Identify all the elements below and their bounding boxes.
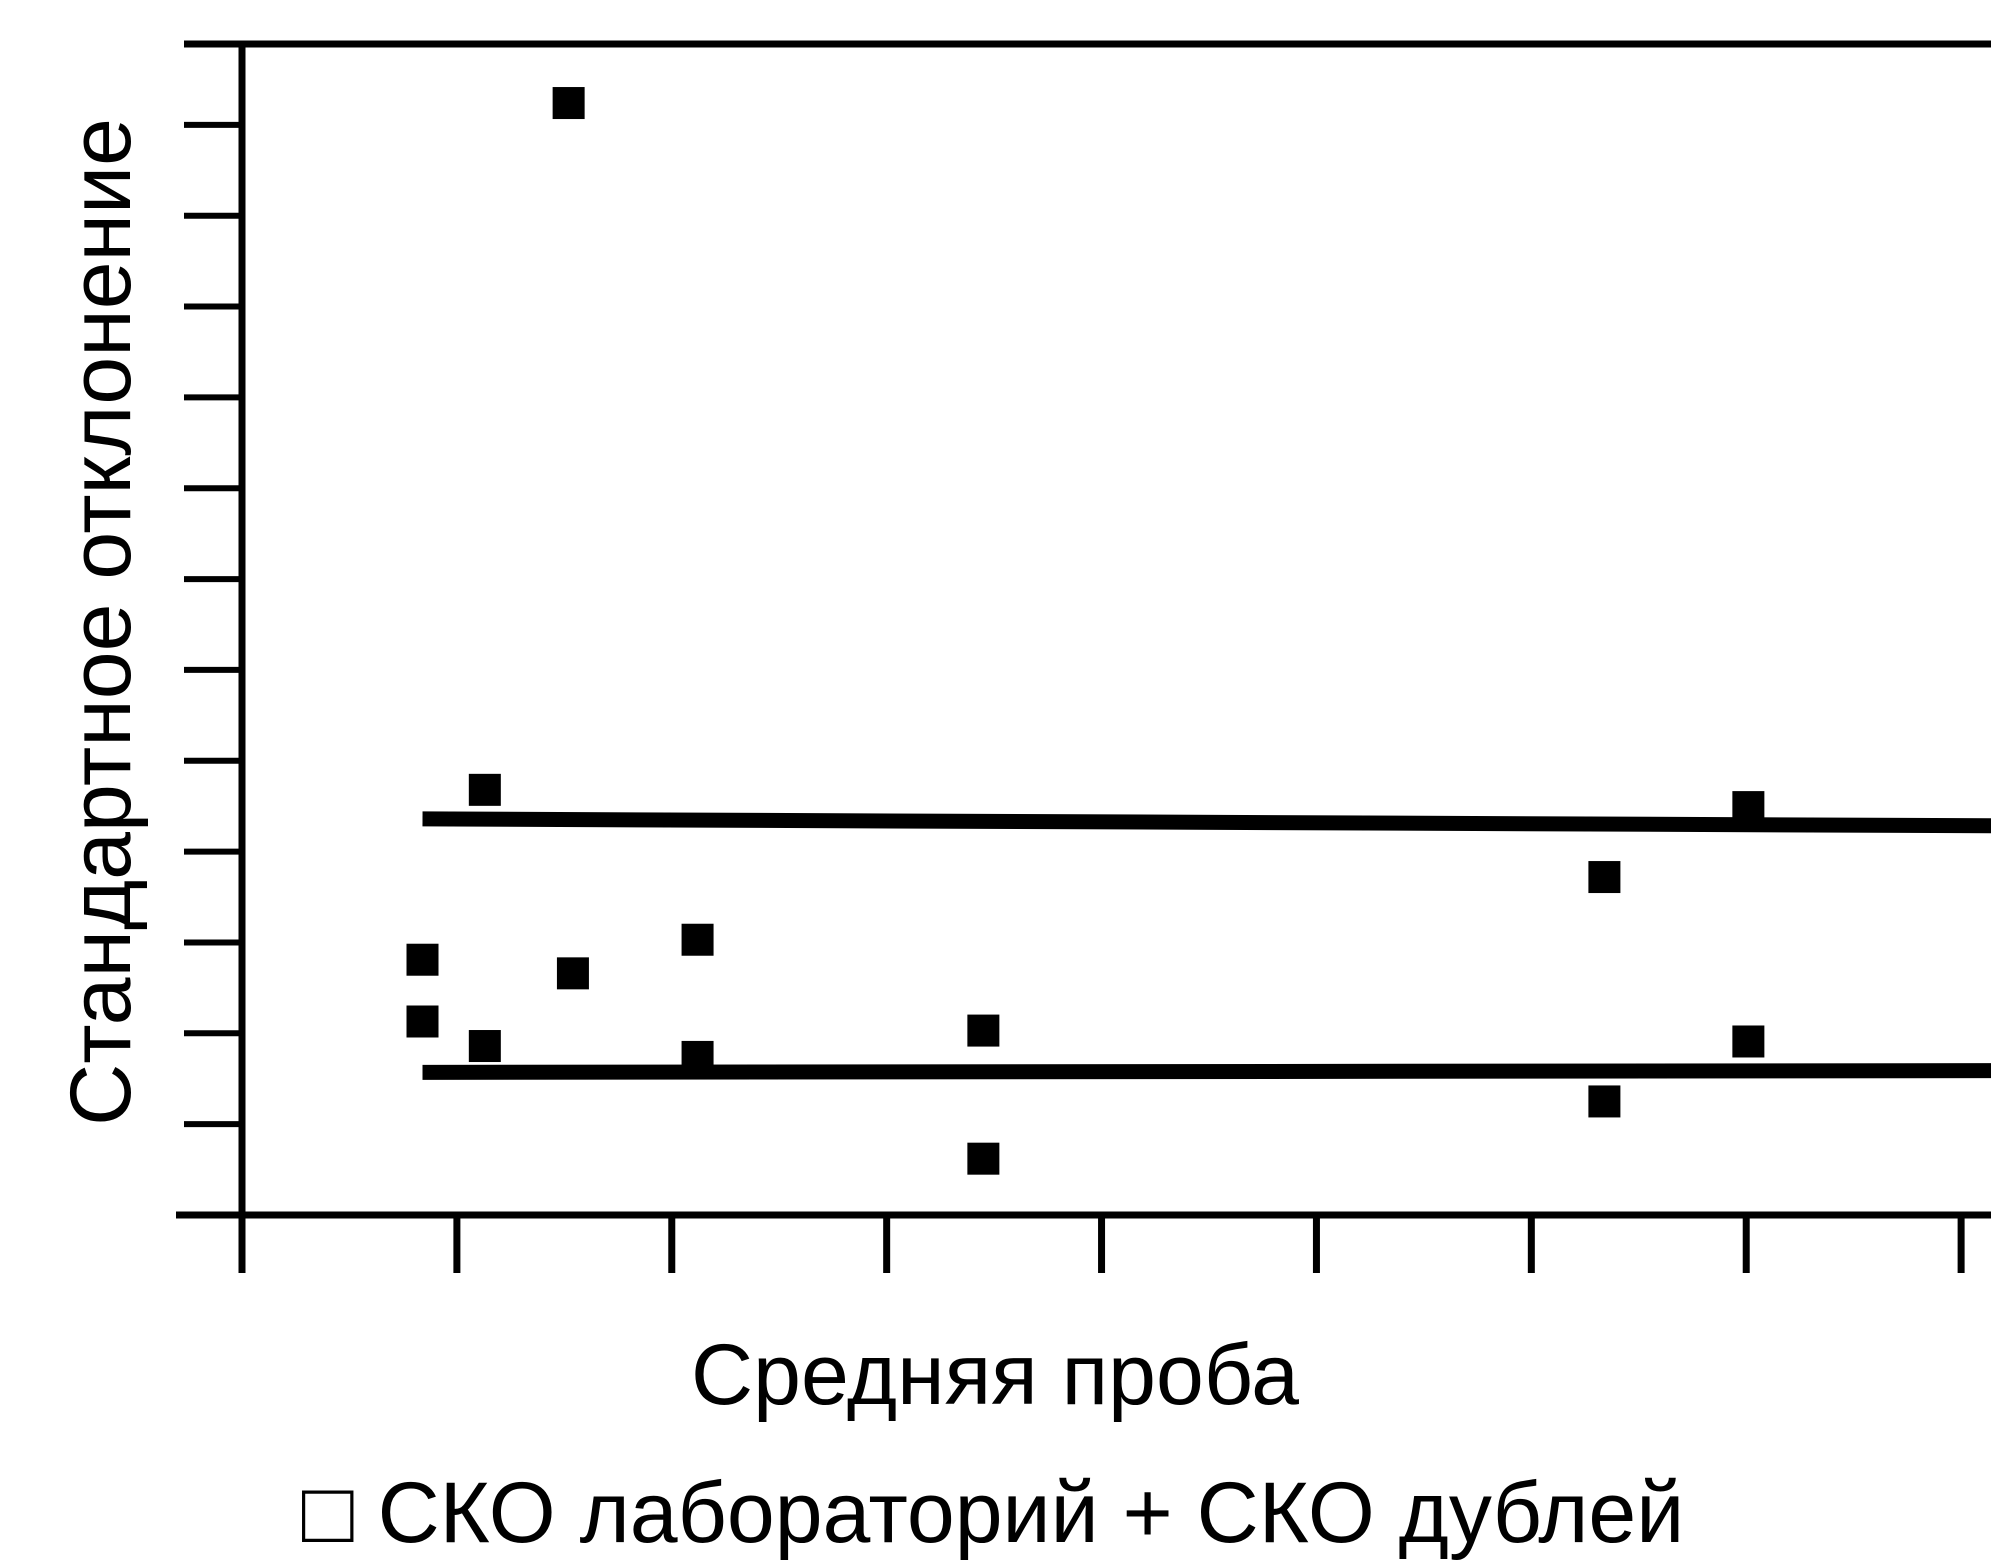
data-point-0-1 [406, 943, 439, 976]
data-point-0-4 [552, 87, 585, 120]
data-point-0-13 [1732, 791, 1765, 824]
data-point-0-11 [1588, 861, 1621, 894]
data-point-0-8 [967, 1142, 1000, 1175]
data-point-0-7 [681, 923, 714, 956]
data-point-0-0 [406, 1005, 439, 1038]
plot-frame [176, 40, 1991, 1219]
data-point-0-3 [468, 773, 501, 806]
data-point-0-5 [556, 957, 589, 990]
reference-line-1 [422, 1063, 1991, 1080]
axis-ticks [184, 121, 1965, 1273]
data-point-0-10 [1588, 1085, 1621, 1118]
data-point-0-12 [1732, 1025, 1765, 1058]
data-point-0-6 [681, 1040, 714, 1073]
legend-entry: □ СКО лабораторий + СКО дублей [302, 1465, 1685, 1561]
data-point-0-9 [967, 1014, 1000, 1047]
data-point-0-2 [468, 1030, 501, 1063]
x-axis-title: Средняя проба [691, 1327, 1299, 1423]
reference-line-0 [422, 811, 1991, 834]
data-points [406, 87, 1765, 1175]
y-axis-title: Стандартное отклонение [53, 118, 149, 1126]
